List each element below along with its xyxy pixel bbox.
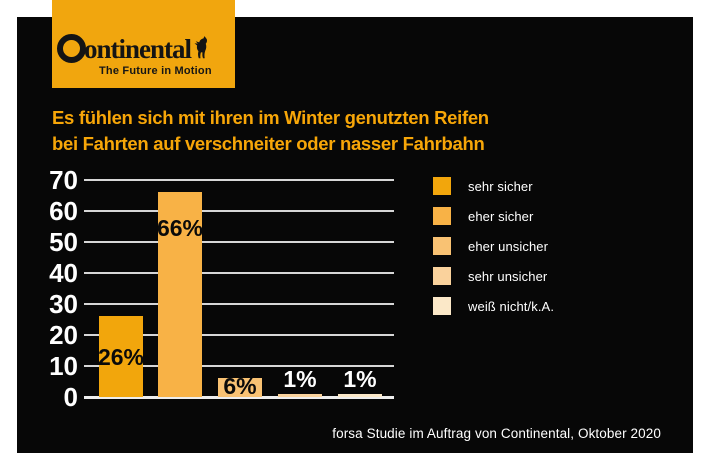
bar-value-label-sehr-unsicher: 1% (283, 365, 317, 392)
legend-label: eher unsicher (468, 238, 549, 254)
horse-icon (194, 35, 208, 58)
y-axis-tick-60: 60 (49, 196, 78, 226)
y-axis-tick-50: 50 (49, 227, 78, 257)
bar-eher-sicher (158, 192, 202, 397)
bar-value-label-sehr-sicher: 26% (97, 343, 145, 370)
bar-sehr-unsicher (278, 393, 322, 397)
bar-value-label-eher-sicher: 66% (156, 215, 204, 242)
legend-swatch (433, 207, 451, 225)
legend-label: weiß nicht/k.A. (468, 298, 555, 314)
chart-legend: sehr sicher eher sicher eher unsicher sehr … (433, 177, 554, 315)
legend-label: eher sicher (468, 208, 534, 224)
brand-tagline: The Future in Motion (99, 65, 212, 77)
continental-logo: ontinental The Future in Motion (52, 0, 235, 88)
legend-item-wei-nicht-k-a: weiß nicht/k.A. (433, 297, 554, 315)
legend-label: sehr sicher (468, 178, 533, 194)
y-axis-tick-30: 30 (49, 289, 78, 319)
chart-title: Es fühlen sich mit ihren im Winter genut… (52, 105, 489, 157)
legend-swatch (433, 297, 451, 315)
legend-item-eher-unsicher: eher unsicher (433, 237, 554, 255)
legend-swatch (433, 177, 451, 195)
brand-wordmark: ontinental (57, 34, 210, 63)
legend-item-sehr-unsicher: sehr unsicher (433, 267, 554, 285)
source-note: forsa Studie im Auftrag von Continental,… (332, 426, 661, 441)
chart-title-line1: Es fühlen sich mit ihren im Winter genut… (52, 107, 489, 128)
legend-label: sehr unsicher (468, 268, 548, 284)
gridline-50 (84, 241, 394, 243)
bar-value-label-eher-unsicher: 6% (223, 373, 257, 399)
gridline-70 (84, 179, 394, 181)
legend-item-sehr-sicher: sehr sicher (433, 177, 554, 195)
gridline-40 (84, 272, 394, 274)
gridline-20 (84, 334, 394, 336)
y-axis-tick-10: 10 (49, 351, 78, 381)
gridline-10 (84, 365, 394, 367)
gridline-0 (84, 396, 394, 399)
bar-sehr-sicher (99, 316, 143, 397)
y-axis-tick-40: 40 (49, 258, 78, 288)
brand-wordmark-text: ontinental (84, 33, 192, 64)
bar-wei-nicht-k-a (338, 393, 382, 397)
chart-title-line2: bei Fahrten auf verschneiter oder nasser… (52, 133, 485, 154)
y-axis-tick-0: 0 (63, 382, 78, 412)
bar-eher-unsicher (218, 378, 262, 397)
gridline-30 (84, 303, 394, 305)
bar-value-label-wei-nicht-k-a: 1% (343, 365, 377, 392)
gridline-60 (84, 210, 394, 212)
legend-swatch (433, 267, 451, 285)
y-axis-tick-70: 70 (49, 165, 78, 195)
y-axis-tick-20: 20 (49, 320, 78, 350)
continental-c-icon (57, 34, 86, 63)
legend-item-eher-sicher: eher sicher (433, 207, 554, 225)
legend-swatch (433, 237, 451, 255)
